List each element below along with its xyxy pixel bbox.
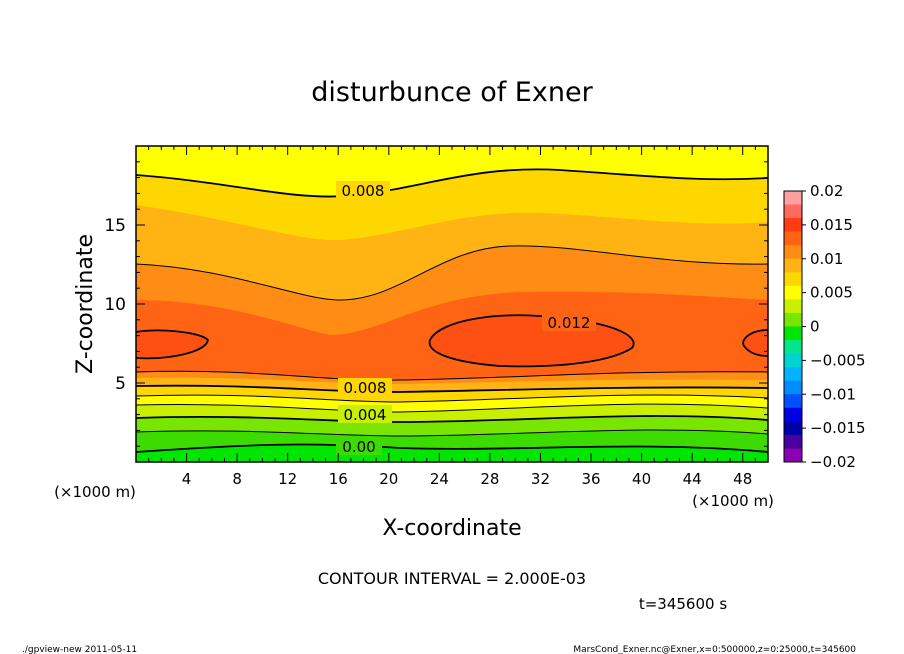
y-tick-label: 5: [115, 374, 126, 394]
colorbar-swatch: [784, 340, 802, 355]
x-tick-label: 4: [182, 470, 192, 488]
contour-lines: [136, 168, 768, 453]
contour-label: 0.008: [344, 379, 387, 397]
colorbar-swatch: [784, 407, 802, 422]
colorbar-label: 0.02: [810, 182, 843, 200]
colorbar-swatch: [784, 421, 802, 436]
x-tick-label: 12: [278, 470, 297, 488]
colorbar-swatch: [784, 367, 802, 382]
contour-label: 0.00: [342, 438, 375, 456]
colorbar-swatch: [784, 312, 802, 327]
colorbar-swatch: [784, 245, 802, 260]
colorbar-swatch: [784, 272, 802, 287]
colorbar-swatch: [784, 299, 802, 314]
colorbar-label: −0.02: [810, 453, 856, 471]
footer-right: MarsCond_Exner.nc@Exner,x=0:500000,z=0:2…: [573, 645, 856, 654]
x-unit-right: (×1000 m): [692, 492, 774, 510]
x-tick-label: 36: [581, 470, 600, 488]
colorbar-swatch: [784, 258, 802, 273]
colorbar: [784, 191, 802, 463]
x-tick-label: 28: [480, 470, 499, 488]
contour-label: 0.008: [342, 182, 385, 200]
colorbar-swatch: [784, 448, 802, 463]
chart-title: disturbunce of Exner: [311, 77, 593, 108]
y-axis-label: Z-coordinate: [73, 234, 98, 374]
contour-fill: [136, 146, 768, 462]
x-tick-label: 44: [683, 470, 702, 488]
colorbar-swatch: [784, 218, 802, 233]
colorbar-label: −0.01: [810, 385, 856, 403]
colorbar-label: 0.01: [810, 250, 843, 268]
x-tick-label: 24: [430, 470, 449, 488]
contour-label: 0.012: [548, 314, 591, 332]
x-tick-label: 20: [379, 470, 398, 488]
x-axis-ticks: 4 8 12 16 20 24 28 32 36 40 44 48: [148, 146, 756, 488]
colorbar-label: −0.005: [810, 351, 866, 369]
colorbar-swatch: [784, 394, 802, 409]
colorbar-swatch: [784, 191, 802, 206]
x-unit-left: (×1000 m): [54, 483, 136, 501]
colorbar-swatch: [784, 326, 802, 341]
y-axis-ticks: 5 10 15: [104, 161, 768, 447]
x-tick-label: 32: [531, 470, 550, 488]
contour-labels: 0.008 0.012 0.008 0.004 0.00: [336, 181, 596, 456]
y-tick-label: 15: [104, 216, 126, 236]
colorbar-swatch: [784, 380, 802, 395]
x-tick-label: 40: [632, 470, 651, 488]
time-note: t=345600 s: [639, 595, 727, 613]
colorbar-label: 0.005: [810, 284, 853, 302]
colorbar-swatch: [784, 353, 802, 368]
colorbar-label: 0: [810, 318, 820, 336]
colorbar-swatch: [784, 204, 802, 219]
x-axis-label: X-coordinate: [382, 516, 521, 541]
colorbar-swatch: [784, 285, 802, 300]
x-tick-label: 48: [733, 470, 752, 488]
colorbar-swatch: [784, 231, 802, 246]
contour-interval-note: CONTOUR INTERVAL = 2.000E-03: [318, 569, 586, 588]
colorbar-label: −0.015: [810, 419, 866, 437]
colorbar-labels: 0.02 0.015 0.01 0.005 0 −0.005 −0.01 −0.015 −0.0…: [802, 182, 866, 471]
y-tick-label: 10: [104, 295, 126, 315]
contour-label: 0.004: [344, 406, 387, 424]
x-tick-label: 16: [329, 470, 348, 488]
footer-left: ./gpview-new 2011-05-11: [22, 645, 137, 654]
colorbar-swatch: [784, 434, 802, 449]
x-tick-label: 8: [232, 470, 242, 488]
colorbar-label: 0.015: [810, 216, 853, 234]
